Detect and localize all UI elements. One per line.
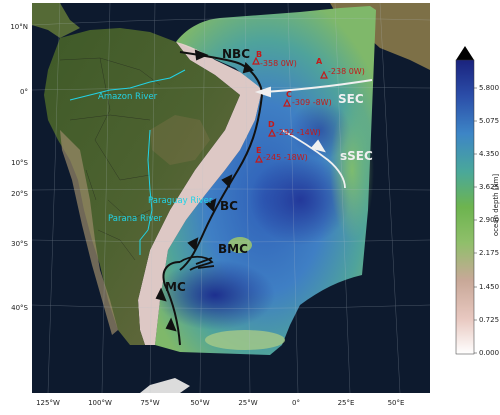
station-a-label: -238 0W) xyxy=(328,67,365,76)
cbar-tick-5800: 5.800 xyxy=(479,84,499,92)
lon-tick-100w: 100°W xyxy=(88,399,112,407)
paraguay-river-line xyxy=(147,129,153,231)
station-labels: B -358 0W) A -238 0W) C -309 -8W) D -292… xyxy=(256,50,365,162)
cbar-tick-2900: 2.900 xyxy=(479,216,499,224)
lat-tick-0: 0° xyxy=(20,88,28,96)
sec-label: SEC xyxy=(338,92,364,106)
ssec-label: sSEC xyxy=(340,149,373,163)
cbar-tick-2175: 2.175 xyxy=(479,249,499,257)
station-d-id: D xyxy=(268,120,275,129)
colorbar-ticks: 5.800 5.075 4.350 3.625 2.900 2.175 1.45… xyxy=(474,84,499,357)
station-c-marker xyxy=(283,98,291,107)
amazon-river-line xyxy=(69,69,186,101)
station-b-id: B xyxy=(256,50,262,59)
graticule xyxy=(32,3,430,393)
station-e-marker xyxy=(255,154,263,163)
amazon-river-label: Amazon River xyxy=(98,92,158,102)
antarctic-ice xyxy=(140,378,190,393)
bmc-label: BMC xyxy=(218,242,248,256)
ssec-flow-arrow xyxy=(281,129,346,189)
lon-tick-50e: 50°E xyxy=(388,399,405,407)
colorbar-extend-triangle xyxy=(456,46,474,60)
cbar-tick-5075: 5.075 xyxy=(479,117,499,125)
river-labels: Amazon River Paraguay River Parana River xyxy=(98,92,213,224)
brazil-basin xyxy=(250,155,350,245)
colorbar: 5.800 5.075 4.350 3.625 2.900 2.175 1.45… xyxy=(455,46,500,357)
continental-shelf xyxy=(138,42,262,345)
lat-tick-30s: 30°S xyxy=(11,240,28,248)
south-america-land xyxy=(44,28,240,345)
lon-tick-25e: 25°E xyxy=(338,399,355,407)
station-b-marker xyxy=(252,56,260,65)
country-borders xyxy=(59,57,161,261)
station-c-label: -309 -8W) xyxy=(292,98,332,107)
latitude-ticks: 10°N 0° 10°S 20°S 30°S 40°S xyxy=(10,23,28,312)
parana-river-line xyxy=(139,229,149,255)
lon-tick-25w: 25°W xyxy=(238,399,257,407)
station-e-label: -245 -18W) xyxy=(263,153,308,162)
bc-current-arrow xyxy=(179,94,263,271)
cbar-tick-1450: 1.450 xyxy=(479,283,499,291)
station-d-label: -292 -14W) xyxy=(276,128,321,137)
nbc-label: NBC xyxy=(222,47,250,61)
lat-tick-20s: 20°S xyxy=(11,190,28,198)
station-e-id: E xyxy=(256,146,261,155)
lon-tick-0: 0° xyxy=(292,399,300,407)
central-america-land xyxy=(32,3,80,38)
paraguay-river-label: Paraguay River xyxy=(148,196,213,206)
lat-tick-10s: 10°S xyxy=(11,159,28,167)
station-c-id: C xyxy=(286,90,292,99)
colorbar-gradient xyxy=(455,59,475,355)
mc-label: MC xyxy=(165,280,186,294)
rivers xyxy=(69,69,186,255)
rio-grande-rise xyxy=(228,237,252,253)
lat-tick-40s: 40°S xyxy=(11,304,28,312)
bc-label: BC xyxy=(220,199,238,213)
lon-tick-125w: 125°W xyxy=(36,399,60,407)
colorbar-label: ocean depth [km] xyxy=(492,174,500,237)
longitude-ticks: 125°W 100°W 75°W 50°W 25°W 0° 25°E 50°E xyxy=(36,399,404,407)
current-labels: NBC SEC sSEC BC BMC MC xyxy=(165,47,373,294)
bmc-confluence-arrow xyxy=(179,255,215,271)
andes xyxy=(60,130,118,335)
lon-tick-75w: 75°W xyxy=(140,399,159,407)
cbar-tick-4350: 4.350 xyxy=(479,150,499,158)
station-b-label: -358 0W) xyxy=(260,59,297,68)
lat-tick-10n: 10°N xyxy=(10,23,28,31)
cbar-tick-0725: 0.725 xyxy=(479,316,499,324)
argentine-basin xyxy=(155,260,275,330)
station-a-id: A xyxy=(316,57,323,66)
nbc-current-arrow xyxy=(179,49,263,96)
cbar-tick-3625: 3.625 xyxy=(479,183,499,191)
lon-tick-50w: 50°W xyxy=(190,399,209,407)
station-d-marker xyxy=(268,128,276,137)
parana-river-label: Parana River xyxy=(108,214,162,224)
cbar-tick-0000: 0.000 xyxy=(479,349,499,357)
mid-atlantic-ridge xyxy=(330,100,374,240)
mc-current-arrow xyxy=(155,261,181,346)
station-markers xyxy=(252,56,328,163)
station-a-marker xyxy=(320,70,328,79)
sec-flow-arrow xyxy=(254,79,373,98)
